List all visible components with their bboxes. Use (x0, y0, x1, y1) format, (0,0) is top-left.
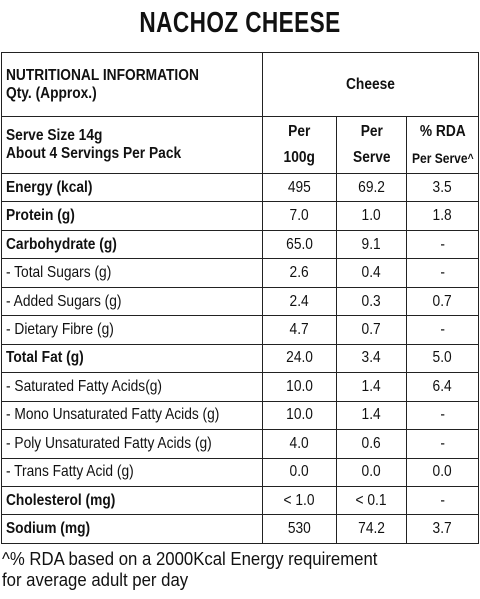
nutrient-label: Protein (g) (1, 201, 263, 231)
nutrient-label: Carbohydrate (g) (1, 229, 263, 260)
per-serve-value: 1.4 (336, 400, 407, 431)
per-100g-value: 0.0 (262, 457, 337, 487)
per-100g-header: Per 100g (262, 116, 337, 174)
table-row: - Dietary Fibre (g) 4.7 0.7- (1, 315, 480, 345)
rda-value: 5.0 (405, 343, 480, 374)
per-100g-value: 530 (262, 514, 337, 544)
rda-value: 0.0 (405, 457, 480, 487)
nutrition-info-title: NUTRITIONAL INFORMATION (6, 66, 199, 84)
footnote-line-1: ^% RDA based on a 2000Kcal Energy requir… (2, 549, 378, 569)
nutrient-label: - Trans Fatty Acid (g) (1, 457, 263, 487)
rda-value: - (405, 400, 480, 431)
table-row: - Poly Unsaturated Fatty Acids (g) 4.0 0.6… (1, 429, 480, 459)
rda-header: % RDA Per Serve^ (405, 116, 480, 174)
per-serve-header: Per Serve (336, 116, 407, 174)
table-row: - Mono Unsaturated Fatty Acids (g) 10.0 1.… (1, 400, 480, 431)
per-100g-value: 24.0 (262, 343, 337, 374)
product-title: NACHOZ CHEESE (139, 7, 341, 39)
rda-value: - (405, 258, 480, 288)
nutrition-table: NUTRITIONAL INFORMATION Qty. (Approx.) C… (1, 51, 480, 544)
per-100g-value: 2.4 (262, 286, 337, 317)
per-100g-value: 4.0 (262, 429, 337, 459)
nutrition-info-heading: NUTRITIONAL INFORMATION Qty. (Approx.) (1, 51, 263, 118)
per-serve-value: 1.0 (336, 201, 407, 231)
rda-value: 3.7 (405, 514, 480, 544)
per-serve-value: 1.4 (336, 372, 407, 402)
per-serve-value: 69.2 (336, 172, 407, 203)
rda-value: 1.8 (405, 201, 480, 231)
quantity-approx-label: Qty. (Approx.) (6, 84, 97, 102)
serve-size-label: Serve Size 14g (6, 127, 103, 144)
rda-value: - (405, 429, 480, 459)
per-serve-value: 9.1 (336, 229, 407, 260)
per-serve-value: 0.4 (336, 258, 407, 288)
table-row: Carbohydrate (g) 65.0 9.1- (1, 229, 480, 260)
nutrient-label: Energy (kcal) (1, 172, 263, 203)
per-serve-value: 0.7 (336, 315, 407, 345)
per-serve-value: 0.6 (336, 429, 407, 459)
rda-value: - (405, 315, 480, 345)
per-serve-value: < 0.1 (336, 485, 407, 516)
rda-value: 3.5 (405, 172, 480, 203)
rda-value: - (405, 485, 480, 516)
table-row: - Added Sugars (g) 2.4 0.3 0.7 (1, 286, 480, 317)
nutrient-label: - Added Sugars (g) (1, 286, 263, 317)
nutrient-label: - Mono Unsaturated Fatty Acids (g) (1, 400, 263, 431)
per-100g-value: 10.0 (262, 372, 337, 402)
rda-value: 6.4 (405, 372, 480, 402)
rda-footnote: ^% RDA based on a 2000Kcal Energy requir… (2, 549, 480, 591)
table-row: - Saturated Fatty Acids(g) 10.0 1.4 6.4 (1, 372, 480, 402)
table-header-row: NUTRITIONAL INFORMATION Qty. (Approx.) C… (1, 51, 480, 118)
table-row: - Trans Fatty Acid (g) 0.0 0.0 0.0 (1, 457, 480, 487)
per-100g-value: 65.0 (262, 229, 337, 260)
servings-per-pack-label: About 4 Servings Per Pack (6, 145, 182, 162)
nutrient-label: - Dietary Fibre (g) (1, 315, 263, 345)
nutrient-label: - Saturated Fatty Acids(g) (1, 372, 263, 402)
nutrient-label: Total Fat (g) (1, 343, 263, 374)
table-row: Total Fat (g) 24.0 3.4 5.0 (1, 343, 480, 374)
rda-value: - (405, 229, 480, 260)
nutrient-label: - Total Sugars (g) (1, 258, 263, 288)
per-serve-value: 0.3 (336, 286, 407, 317)
per-100g-value: 7.0 (262, 201, 337, 231)
product-column-header: Cheese (261, 51, 480, 118)
table-row: Sodium (mg) 530 74.2 3.7 (1, 514, 480, 544)
footnote-line-2: for average adult per day (2, 570, 189, 590)
nutrient-label: Cholesterol (mg) (1, 485, 263, 516)
per-100g-value: 4.7 (262, 315, 337, 345)
table-row: Protein (g) 7.0 1.0 1.8 (1, 201, 480, 231)
nutrient-label: Sodium (mg) (1, 514, 263, 544)
table-row: Energy (kcal) 495 69.2 3.5 (1, 172, 480, 203)
per-serve-value: 74.2 (336, 514, 407, 544)
serving-info-cell: Serve Size 14g About 4 Servings Per Pack (1, 116, 263, 174)
rda-value: 0.7 (405, 286, 480, 317)
nutrient-label: - Poly Unsaturated Fatty Acids (g) (1, 429, 263, 459)
serving-header-row: Serve Size 14g About 4 Servings Per Pack… (1, 116, 480, 174)
per-100g-value: 10.0 (262, 400, 337, 431)
per-100g-value: 495 (262, 172, 337, 203)
per-100g-value: 2.6 (262, 258, 337, 288)
per-100g-value: < 1.0 (262, 485, 337, 516)
per-serve-value: 0.0 (336, 457, 407, 487)
table-row: Cholesterol (mg) < 1.0 < 0.1- (1, 485, 480, 516)
per-serve-value: 3.4 (336, 343, 407, 374)
table-row: - Total Sugars (g) 2.6 0.4- (1, 258, 480, 288)
